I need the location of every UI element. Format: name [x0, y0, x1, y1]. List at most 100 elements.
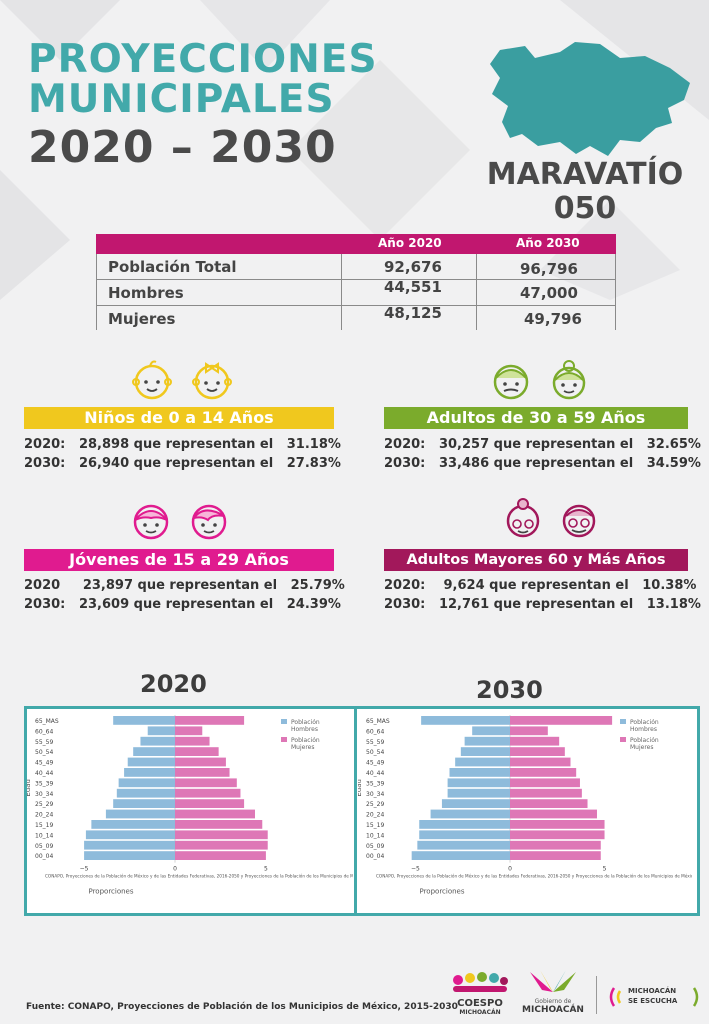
group-bar-mayores: Adultos Mayores 60 y Más Años — [384, 549, 688, 571]
pyramid-chart-2030: 00_04 05_09 10_14 15_19 20_24 25_29 30_34 35_39… — [358, 715, 692, 896]
group-bar-adultos: Adultos de 30 a 59 Años — [384, 407, 688, 429]
legend-swatch — [620, 719, 626, 724]
bar-mujeres — [175, 820, 263, 829]
bar-hombres — [411, 851, 510, 860]
chart-note: CONAPO, Proyecciones de la Población de … — [45, 874, 353, 879]
bar-hombres — [91, 820, 175, 829]
legend-swatch — [620, 737, 626, 742]
bar-hombres — [113, 716, 175, 725]
table-row: Hombres 44,551 47,000 — [96, 278, 616, 306]
group-bar-ninos: Niños de 0 a 14 Años — [24, 407, 334, 429]
legend-label: Mujeres — [630, 744, 654, 751]
bar-hombres — [417, 840, 510, 850]
bar-hombres — [472, 726, 510, 736]
bar-hombres — [124, 768, 175, 777]
row-value-2020: 92,676 — [384, 258, 442, 276]
bar-mujeres — [175, 851, 266, 860]
x-axis-label: Proporciones — [88, 888, 133, 896]
bar-hombres — [421, 716, 510, 725]
chart-note: CONAPO, Proyecciones de la Población de … — [376, 874, 692, 879]
bar-hombres — [85, 830, 175, 840]
mayores-line-2020: 2020: 9,624 que representan el 10.38% — [384, 578, 697, 593]
y-axis-label: Edad — [27, 779, 32, 797]
row-label: Hombres — [108, 284, 184, 302]
age-tick-label: 50_54 — [35, 749, 53, 756]
adult-man-icon — [493, 364, 529, 400]
age-tick-label: 35_39 — [35, 780, 53, 787]
bar-hombres — [447, 778, 510, 788]
bar-mujeres — [175, 778, 237, 788]
x-tick-label: −5 — [80, 866, 89, 873]
bar-mujeres — [175, 736, 210, 746]
bar-hombres — [118, 778, 175, 788]
bar-hombres — [84, 851, 175, 860]
bar-mujeres — [510, 716, 613, 725]
baby-boy-icon — [132, 360, 172, 400]
age-tick-label: 35_39 — [366, 780, 384, 787]
bar-mujeres — [175, 716, 245, 725]
col-2020-header: Año 2020 — [378, 236, 442, 250]
municipality-name: MARAVATÍO 050 — [480, 158, 690, 226]
group-bar-jovenes: Jóvenes de 15 a 29 Años — [24, 549, 334, 571]
bar-mujeres — [175, 747, 219, 756]
age-tick-label: 10_14 — [35, 832, 53, 839]
age-tick-label: 30_34 — [366, 791, 384, 798]
legend-label: Mujeres — [291, 744, 315, 751]
bar-mujeres — [510, 840, 601, 850]
jovenes-line-2020: 2020 23,897 que representan el 25.79% — [24, 578, 345, 593]
x-axis-label: Proporciones — [419, 888, 464, 896]
bar-hombres — [447, 788, 510, 798]
age-tick-label: 05_09 — [366, 843, 384, 850]
x-tick-label: −5 — [411, 866, 420, 873]
row-value-2030: 47,000 — [520, 284, 578, 302]
age-tick-label: 55_59 — [366, 739, 384, 746]
table-row: Mujeres 48,125 49,796 — [96, 304, 616, 331]
bar-hombres — [133, 747, 175, 756]
y-axis-label: Edad — [358, 779, 363, 797]
bar-mujeres — [175, 799, 245, 808]
legend-label: Población — [291, 737, 320, 744]
municipality-map-icon — [490, 42, 690, 156]
age-tick-label: 45_49 — [366, 760, 384, 767]
bar-hombres — [105, 809, 175, 819]
legend-label: Hombres — [630, 726, 657, 733]
x-tick-label: 0 — [508, 866, 512, 873]
age-tick-label: 20_24 — [35, 812, 53, 819]
legend-label: Población — [630, 719, 659, 726]
bar-hombres — [84, 840, 175, 850]
bar-hombres — [430, 809, 510, 819]
x-tick-label: 5 — [264, 866, 268, 873]
bar-mujeres — [175, 840, 268, 850]
bar-mujeres — [510, 778, 580, 788]
row-label: Población Total — [108, 258, 237, 276]
bar-hombres — [464, 736, 510, 746]
bar-hombres — [441, 799, 510, 808]
age-tick-label: 60_64 — [366, 728, 384, 735]
coespo-people-icon — [453, 972, 508, 992]
bar-mujeres — [510, 736, 560, 746]
bar-hombres — [419, 830, 510, 840]
age-tick-label: 30_34 — [35, 791, 53, 798]
bar-hombres — [419, 820, 510, 829]
legend-label: Hombres — [291, 726, 318, 733]
summary-table-header: Año 2020 Año 2030 — [96, 234, 616, 254]
age-tick-label: 25_29 — [366, 801, 384, 808]
age-tick-label: 65_MAS — [366, 718, 390, 725]
bar-mujeres — [175, 809, 255, 819]
legend-label: Población — [291, 719, 320, 726]
age-tick-label: 50_54 — [366, 749, 384, 756]
age-tick-label: 15_19 — [366, 822, 384, 829]
pyramid-title-2020: 2020 — [140, 670, 207, 698]
row-value-2030: 96,796 — [520, 260, 578, 278]
bar-mujeres — [510, 851, 601, 860]
age-tick-label: 20_24 — [366, 812, 384, 819]
age-tick-label: 10_14 — [366, 832, 384, 839]
age-tick-label: 60_64 — [35, 728, 53, 735]
gobierno-michoacan-logo: Gobierno de MICHOACÁN — [520, 970, 586, 1020]
bar-mujeres — [510, 768, 577, 777]
sound-waves-right-icon — [692, 987, 699, 1007]
bar-mujeres — [510, 726, 548, 736]
butterfly-icon — [530, 970, 576, 992]
elderly-woman-icon — [506, 498, 540, 538]
source-note: Fuente: CONAPO, Proyecciones de Població… — [26, 1002, 458, 1012]
